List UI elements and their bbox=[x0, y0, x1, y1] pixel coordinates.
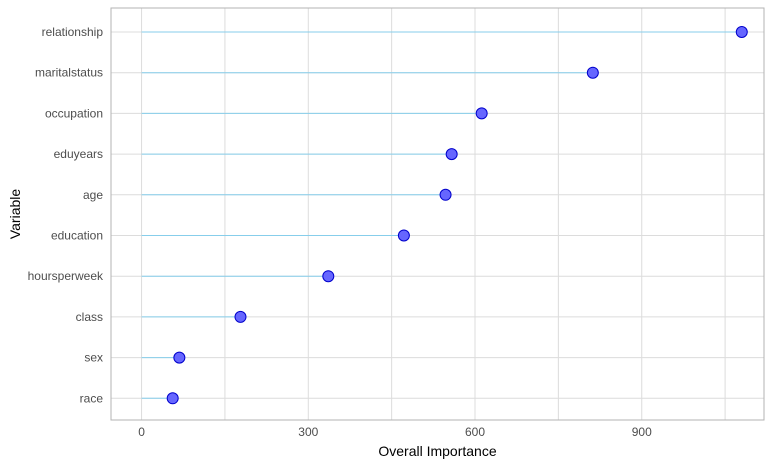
lollipop-point bbox=[397, 229, 410, 242]
x-tick-label: 0 bbox=[138, 425, 145, 439]
lollipop-point bbox=[234, 310, 247, 323]
y-tick-labels: relationship maritalstatus occupation eduye… bbox=[28, 25, 104, 405]
lollipop-point bbox=[735, 26, 748, 38]
y-tick-label: education bbox=[51, 229, 103, 243]
y-tick-label: sex bbox=[84, 351, 103, 365]
y-tick-label: hoursperweek bbox=[28, 269, 104, 283]
y-tick-label: relationship bbox=[42, 25, 104, 39]
y-tick-label: race bbox=[80, 391, 104, 405]
lollipop-segments bbox=[141, 31, 742, 399]
plot-panel-border bbox=[110, 7, 765, 421]
x-tick-label: 600 bbox=[465, 425, 485, 439]
y-axis-title: Variable bbox=[7, 189, 23, 240]
x-tick-label: 900 bbox=[632, 425, 652, 439]
lollipop-point bbox=[439, 188, 452, 201]
grid-lines bbox=[111, 8, 764, 420]
lollipop-point bbox=[586, 66, 599, 79]
lollipop-point bbox=[475, 107, 488, 120]
lollipop-point bbox=[322, 270, 335, 283]
y-tick-label: maritalstatus bbox=[35, 66, 103, 80]
x-tick-labels: 0 300 600 900 bbox=[138, 425, 652, 439]
y-tick-label: age bbox=[83, 188, 103, 202]
x-axis-title: Overall Importance bbox=[378, 443, 496, 459]
y-tick-label: class bbox=[76, 310, 103, 324]
y-tick-label: eduyears bbox=[54, 147, 103, 161]
lollipop-point bbox=[166, 392, 179, 405]
lollipop-point bbox=[173, 351, 186, 364]
lollipop-points bbox=[166, 26, 748, 405]
x-tick-label: 300 bbox=[298, 425, 318, 439]
y-tick-label: occupation bbox=[45, 106, 103, 120]
lollipop-point bbox=[445, 148, 458, 161]
